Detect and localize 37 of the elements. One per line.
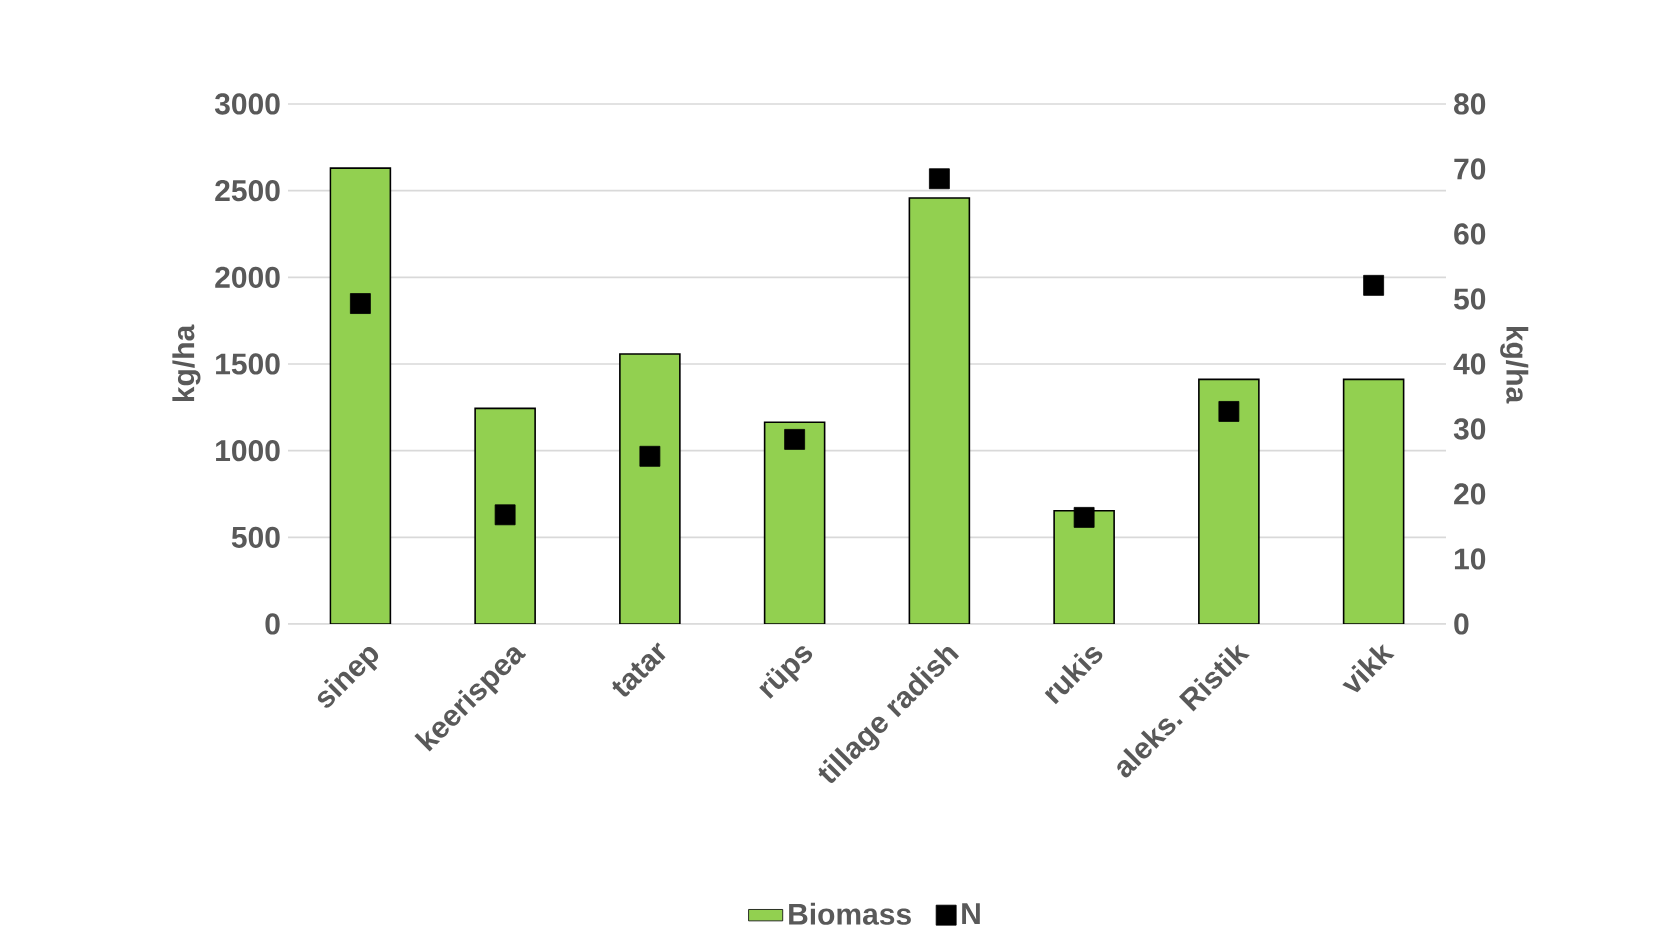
point [639,445,661,467]
point [1073,507,1095,528]
y-tick-label: 2500 [215,180,280,202]
bar [474,407,536,624]
bar [619,353,681,624]
bar [1342,378,1405,624]
bar [329,167,392,624]
y2-tick-label: 70 [1454,158,1486,180]
point [494,504,516,526]
y2-axis-title: kg/ha [1500,326,1529,404]
bar [1198,378,1260,624]
point [1218,401,1240,422]
y2-tick-label: 60 [1454,223,1486,245]
point [784,429,806,450]
bar [1053,510,1115,624]
bar [908,197,971,624]
point [349,293,371,314]
point [928,168,950,190]
y2-tick-label: 10 [1454,548,1486,570]
y2-tick-label: 50 [1453,288,1486,310]
y2-tick-label: 20 [1454,483,1486,505]
point [1363,274,1385,296]
y2-tick-label: 0 [1454,613,1469,635]
y2-tick-label: 40 [1453,353,1486,375]
y2-tick-label: 30 [1453,418,1486,440]
legend-label: Biomass [789,902,911,925]
x-tick-label: vikk [1342,644,1395,693]
y-tick-label: 0 [265,613,280,635]
y-tick-label: 2000 [215,266,280,288]
y-axis-title: kg/ha [172,324,201,402]
legend-label: N [962,903,980,924]
y-tick-label: 3000 [214,93,280,115]
y-tick-label: 500 [231,526,280,548]
y-tick-label: 1000 [216,440,280,462]
y-tick-label: 1500 [216,353,280,375]
y2-tick-label: 80 [1454,93,1486,115]
bar [763,421,826,624]
